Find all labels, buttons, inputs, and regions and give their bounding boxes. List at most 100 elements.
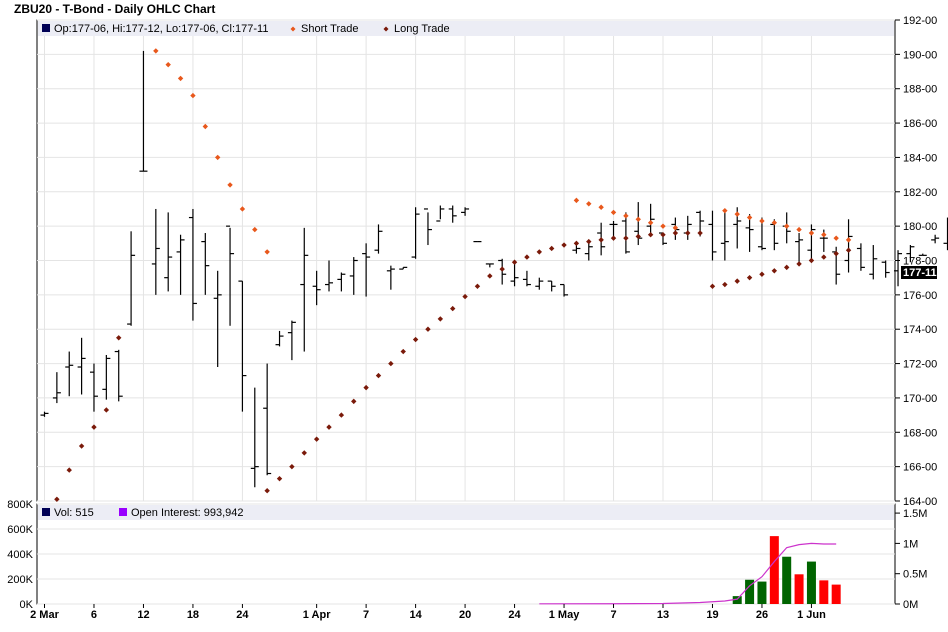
short-trade-marker — [586, 201, 592, 207]
ohlc-bar — [127, 231, 136, 326]
ohlc-bar — [151, 208, 160, 295]
x-tick-label: 6 — [91, 609, 97, 621]
long-trade-marker — [586, 238, 592, 245]
long-trade-marker — [672, 230, 679, 236]
x-tick-label: 14 — [409, 609, 422, 621]
ohlc-bar — [522, 270, 531, 287]
price-y-tick-label: 190-00 — [903, 49, 937, 61]
x-tick-label: 2 Mar — [30, 609, 59, 621]
short-trade-marker — [177, 75, 184, 82]
short-trade-marker — [635, 216, 641, 222]
volume-bar — [732, 596, 742, 604]
chart-title: ZBU20 - T-Bond - Daily OHLC Chart — [14, 2, 215, 16]
ohlc-bar — [139, 50, 148, 172]
ohlc-bar — [869, 245, 878, 280]
short-trade-marker — [759, 218, 765, 224]
ohlc-bar — [362, 243, 371, 297]
short-trade-marker — [190, 92, 196, 99]
long-trade-marker — [610, 235, 617, 241]
x-tick-label: 24 — [236, 609, 249, 621]
long-trade-marker — [697, 230, 703, 236]
short-trade-marker — [784, 223, 790, 229]
price-y-tick-label: 174-00 — [903, 324, 937, 336]
ohlc-bar — [300, 227, 309, 352]
long-trade-marker — [264, 487, 270, 494]
short-trade-marker — [734, 211, 740, 217]
long-trade-marker — [635, 233, 641, 240]
long-trade-marker — [722, 281, 728, 288]
short-trade-marker — [672, 225, 679, 231]
long-trade-marker — [623, 235, 629, 241]
long-trade-marker — [821, 254, 827, 260]
long-trade-marker — [462, 293, 468, 300]
ohlc-bar — [250, 387, 259, 488]
volume-left-tick-label: 600K — [7, 524, 33, 536]
price-y-tick-label: 172-00 — [903, 359, 937, 371]
volume-bar — [831, 584, 841, 604]
x-tick-label: 7 — [610, 609, 616, 621]
ohlc-bar — [436, 205, 445, 222]
price-y-tick-label: 186-00 — [903, 118, 937, 130]
x-tick-label: 7 — [363, 609, 369, 621]
volume-y-axis: 800K 600K 400K 200K 0K 1.5M 1M 0.5M 0M — [7, 499, 927, 611]
price-y-tick-label: 164-00 — [903, 496, 937, 508]
x-tick-label: 1 Apr — [303, 609, 331, 621]
volume-bar — [769, 536, 779, 604]
long-trade-series — [54, 230, 852, 502]
short-trade-marker — [771, 220, 778, 226]
long-trade-marker — [363, 384, 369, 391]
long-trade-marker — [524, 254, 530, 260]
ohlc-bar — [337, 272, 346, 292]
price-y-tick-label: 192-00 — [903, 15, 937, 27]
ohlc-bar — [943, 217, 948, 251]
long-trade-marker — [685, 230, 691, 236]
long-trade-marker — [808, 257, 815, 264]
long-trade-marker — [548, 245, 555, 252]
long-trade-marker — [412, 336, 419, 343]
ohlc-bar — [423, 208, 432, 246]
ohlc-bar — [40, 411, 49, 417]
volume-bar — [806, 561, 816, 604]
long-trade-marker — [388, 360, 394, 367]
ohlc-bar — [349, 257, 358, 295]
ohlc-bar — [164, 212, 173, 292]
x-tick-label: 24 — [508, 609, 521, 621]
short-trade-marker — [796, 226, 802, 233]
volume-series — [732, 536, 841, 604]
short-trade-marker — [153, 48, 159, 54]
open-interest-legend-label: Open Interest: 993,942 — [131, 507, 244, 519]
ohlc-bar — [52, 372, 61, 404]
long-trade-marker — [116, 335, 122, 341]
short-trade-series — [153, 48, 852, 255]
ohlc-bar — [176, 234, 185, 295]
long-trade-marker — [660, 232, 666, 238]
short-trade-marker — [214, 154, 221, 161]
ohlc-bar — [881, 260, 890, 278]
long-trade-marker — [647, 232, 654, 238]
ohlc-bar — [325, 260, 334, 292]
volume-right-tick-label: 0.5M — [903, 569, 927, 581]
x-tick-label: 13 — [657, 609, 669, 621]
long-trade-marker — [351, 398, 357, 405]
ohlc-bar — [485, 263, 494, 268]
volume-legend-bar — [38, 505, 894, 520]
long-trade-marker — [511, 259, 518, 265]
volume-bar — [782, 556, 792, 604]
volume-left-tick-label: 0K — [20, 599, 34, 611]
open-interest-swatch — [119, 508, 127, 516]
x-tick-label: 20 — [459, 609, 471, 621]
ohlc-bar — [238, 280, 247, 412]
short-trade-marker — [252, 226, 258, 233]
long-trade-marker — [573, 240, 580, 247]
ohlc-bar — [102, 354, 111, 400]
volume-bar — [794, 574, 804, 604]
short-trade-marker — [573, 197, 580, 204]
long-trade-legend-marker — [383, 26, 389, 32]
ohlc-bar — [807, 224, 816, 259]
volume-swatch — [42, 508, 50, 516]
volume-legend-label: Vol: 515 — [54, 507, 94, 519]
volume-right-tick-label: 1M — [903, 538, 918, 550]
x-tick-label: 18 — [187, 609, 199, 621]
long-trade-marker — [734, 278, 740, 284]
ohlc-bar — [188, 208, 197, 321]
